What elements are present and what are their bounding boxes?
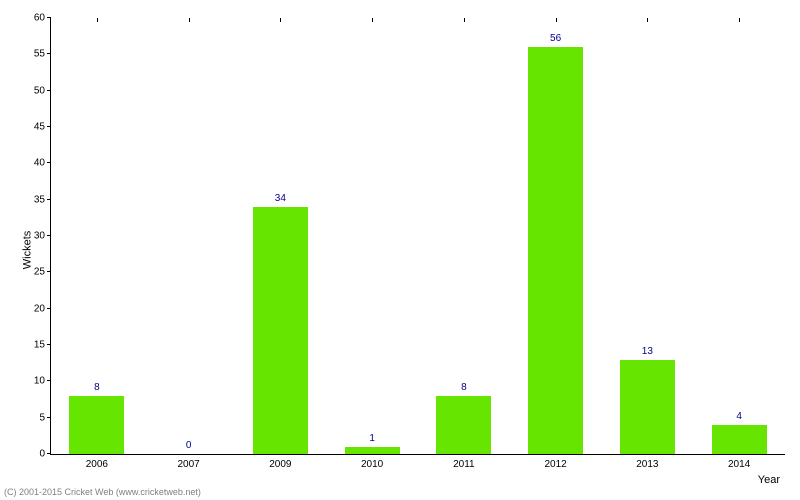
y-tick-label: 35 <box>34 194 51 205</box>
bar-value-label: 34 <box>275 193 286 207</box>
x-tick-mark <box>739 18 740 22</box>
x-tick-label: 2014 <box>728 454 750 470</box>
x-tick-mark <box>647 18 648 22</box>
chart-bar: 8 <box>69 396 124 454</box>
chart-plot-area: 0510152025303540455055602006820070200934… <box>50 18 785 455</box>
x-tick-label: 2012 <box>545 454 567 470</box>
chart-bar: 34 <box>253 207 308 454</box>
y-tick-label: 25 <box>34 267 51 278</box>
y-tick-label: 10 <box>34 376 51 387</box>
copyright-text: (C) 2001-2015 Cricket Web (www.cricketwe… <box>4 487 201 497</box>
y-axis-label: Wickets <box>21 231 33 270</box>
x-tick-label: 2007 <box>178 454 200 470</box>
bar-value-label: 13 <box>642 346 653 360</box>
y-tick-label: 5 <box>39 412 51 423</box>
y-tick-label: 60 <box>34 13 51 24</box>
x-tick-mark <box>372 18 373 22</box>
chart-bar: 8 <box>436 396 491 454</box>
x-tick-mark <box>97 18 98 22</box>
x-tick-mark <box>280 18 281 22</box>
y-tick-mark <box>47 162 51 163</box>
chart-bar: 13 <box>620 360 675 454</box>
x-tick-label: 2010 <box>361 454 383 470</box>
x-tick-label: 2011 <box>453 454 475 470</box>
y-tick-mark <box>47 17 51 18</box>
x-axis-label: Year <box>758 474 780 486</box>
y-tick-label: 50 <box>34 85 51 96</box>
bar-value-label: 4 <box>736 411 742 425</box>
x-tick-mark <box>464 18 465 22</box>
y-tick-mark <box>47 308 51 309</box>
bar-value-label: 56 <box>550 33 561 47</box>
y-tick-label: 30 <box>34 231 51 242</box>
bar-value-label: 8 <box>94 382 100 396</box>
y-tick-mark <box>47 453 51 454</box>
x-tick-label: 2009 <box>269 454 291 470</box>
y-tick-label: 20 <box>34 303 51 314</box>
bar-value-label: 8 <box>461 382 467 396</box>
y-tick-mark <box>47 380 51 381</box>
y-tick-label: 45 <box>34 122 51 133</box>
y-tick-label: 55 <box>34 49 51 60</box>
bar-value-label: 1 <box>369 433 375 447</box>
y-tick-mark <box>47 417 51 418</box>
x-tick-label: 2006 <box>86 454 108 470</box>
chart-bar: 1 <box>345 447 400 454</box>
y-tick-mark <box>47 90 51 91</box>
y-tick-label: 15 <box>34 340 51 351</box>
chart-bar: 4 <box>712 425 767 454</box>
y-tick-mark <box>47 199 51 200</box>
y-tick-mark <box>47 235 51 236</box>
y-tick-mark <box>47 344 51 345</box>
x-tick-mark <box>189 18 190 22</box>
chart-bar: 56 <box>528 47 583 454</box>
y-tick-label: 40 <box>34 158 51 169</box>
y-tick-mark <box>47 126 51 127</box>
bar-value-label: 0 <box>186 440 192 454</box>
x-tick-mark <box>556 18 557 22</box>
x-tick-label: 2013 <box>636 454 658 470</box>
y-tick-mark <box>47 271 51 272</box>
y-tick-mark <box>47 53 51 54</box>
y-tick-label: 0 <box>39 449 51 460</box>
